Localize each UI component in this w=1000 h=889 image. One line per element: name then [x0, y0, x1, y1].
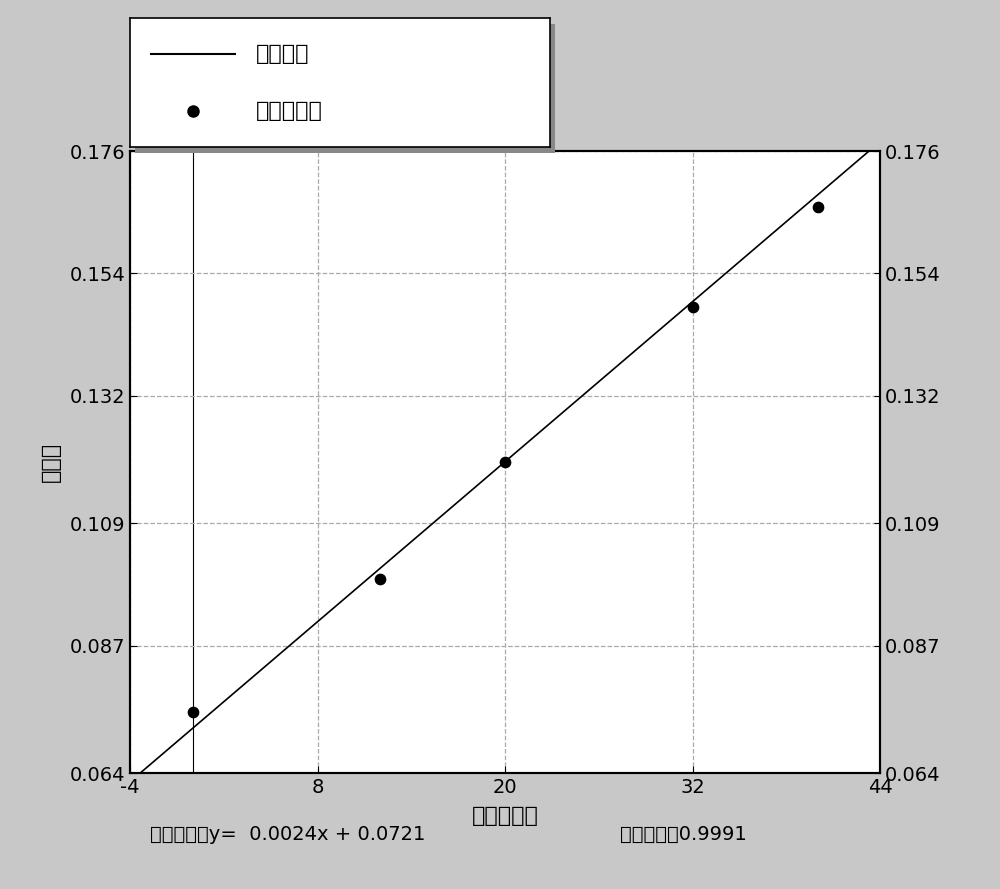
- Text: 标准曲线: 标准曲线: [256, 44, 310, 64]
- Point: [497, 455, 513, 469]
- Point: [810, 199, 826, 213]
- Point: [184, 705, 200, 719]
- Y-axis label: 吸光度: 吸光度: [41, 442, 61, 483]
- X-axis label: 样品浓度值: 样品浓度值: [472, 805, 538, 826]
- Point: [684, 300, 700, 314]
- Text: 相关系数：0.9991: 相关系数：0.9991: [620, 825, 747, 844]
- Text: 曲线方程：y=  0.0024x + 0.0721: 曲线方程：y= 0.0024x + 0.0721: [150, 825, 425, 844]
- Text: 曲线拟合点: 曲线拟合点: [256, 100, 323, 121]
- Point: [372, 572, 388, 586]
